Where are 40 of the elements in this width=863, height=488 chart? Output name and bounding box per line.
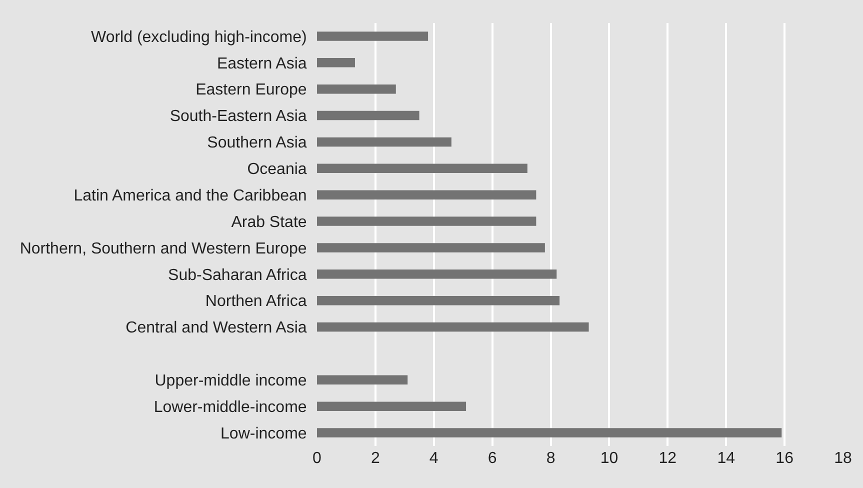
- bar: [317, 375, 408, 385]
- x-tick-label: 4: [429, 450, 438, 467]
- x-tick-label: 18: [834, 450, 852, 467]
- y-tick-label: Oceania: [247, 161, 307, 178]
- x-tick-label: 6: [488, 450, 497, 467]
- x-tick-label: 0: [312, 450, 322, 467]
- y-tick-label: Eastern Asia: [216, 55, 307, 72]
- y-tick-label: Eastern Europe: [196, 82, 307, 99]
- y-tick-label: Northern, Southern and Western Europe: [20, 240, 307, 258]
- bar: [317, 322, 589, 332]
- x-tick-label: 8: [546, 450, 556, 467]
- x-tick-label: 14: [717, 450, 736, 467]
- x-tick-label: 2: [370, 450, 380, 467]
- bar: [317, 402, 466, 411]
- bar: [317, 428, 782, 438]
- y-tick-label: Upper-middle income: [154, 372, 307, 390]
- bar: [317, 243, 545, 252]
- y-tick-label: Arab State: [231, 214, 307, 231]
- x-tick-label: 10: [600, 450, 618, 467]
- bar: [317, 137, 452, 147]
- bar: [317, 84, 396, 94]
- y-tick-label: Low-income: [220, 425, 307, 442]
- bar: [317, 164, 528, 174]
- y-tick-label: Sub-Saharan Africa: [168, 266, 307, 284]
- bar: [317, 296, 560, 306]
- bar: [317, 216, 536, 226]
- y-tick-label: Central and Western Asia: [126, 320, 307, 337]
- y-tick-label: Northen Africa: [205, 293, 307, 310]
- bar: [317, 270, 557, 279]
- x-tick-label: 16: [776, 450, 794, 467]
- y-tick-label: South-Eastern Asia: [170, 108, 307, 126]
- bar: [317, 110, 420, 120]
- bar: [317, 32, 428, 41]
- y-tick-label: Lower-middle-income: [154, 398, 307, 416]
- bar: [317, 190, 536, 200]
- y-tick-label: Southern Asia: [207, 134, 307, 152]
- bar: [317, 58, 355, 68]
- y-tick-label: World (excluding high-income): [91, 28, 307, 46]
- y-tick-label: Latin America and the Caribbean: [74, 187, 307, 204]
- x-tick-label: 12: [658, 450, 677, 467]
